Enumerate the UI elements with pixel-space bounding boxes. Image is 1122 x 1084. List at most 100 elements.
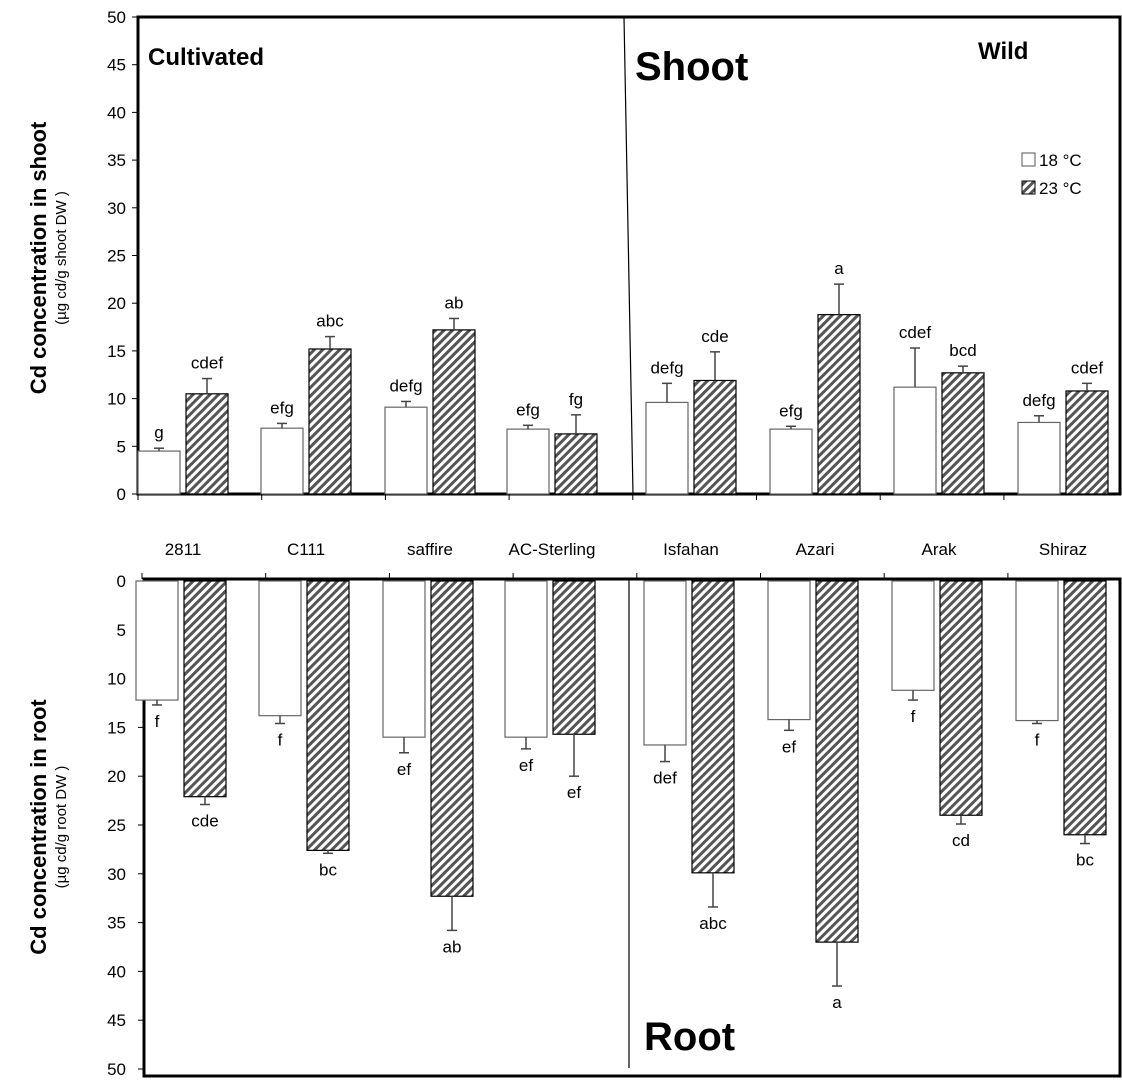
root-y-tick-label: 45: [107, 1011, 126, 1030]
shoot-y-tick-label: 30: [107, 199, 126, 218]
root-bar-23c-shiraz: [1063, 580, 1107, 836]
shoot-y-tick-label: 25: [107, 247, 126, 266]
shoot-sig-label-18c-c111: efg: [270, 398, 294, 417]
shoot-bar-18c-shiraz: [1017, 421, 1061, 495]
legend-swatch-18c: [1021, 152, 1036, 167]
category-label-arak: Arak: [922, 540, 957, 559]
root-sig-label-23c-2811: cde: [191, 812, 218, 831]
root-bar-23c-isfahan: [691, 580, 735, 874]
root-bar-23c-2811: [183, 580, 227, 798]
shoot-sig-label-18c-arak: cdef: [899, 323, 931, 342]
root-y-tick-label: 10: [107, 670, 126, 689]
legend: 18 °C 23 °C: [1021, 151, 1082, 198]
root-bar-18c-ac-sterling: [504, 580, 548, 738]
shoot-group-label-cultivated: Cultivated: [148, 44, 264, 71]
root-sig-label-18c-saffire: ef: [397, 760, 411, 779]
root-sig-label-23c-saffire: ab: [443, 937, 462, 956]
root-bar-18c-azari: [767, 580, 811, 721]
shoot-y-axis-subtitle: (µg cd/g shoot DW ): [53, 191, 70, 325]
root-bar-23c-saffire: [430, 580, 474, 897]
root-bar-18c-2811: [135, 580, 179, 701]
shoot-y-tick-label: 10: [107, 390, 126, 409]
root-bar-18c-isfahan: [643, 580, 687, 746]
root-sig-label-18c-azari: ef: [782, 737, 796, 756]
root-sig-label-23c-azari: a: [832, 993, 842, 1012]
root-bar-23c-arak: [939, 580, 983, 816]
root-sig-label-23c-arak: cd: [952, 831, 970, 850]
root-y-axis-subtitle: (µg cd/g root DW ): [53, 766, 70, 889]
root-y-tick-label: 0: [117, 572, 126, 591]
category-labels: 2811 C111 saffire AC-Sterling Isfahan Azari Ar…: [137, 494, 1087, 579]
root-bar-18c-saffire: [382, 580, 426, 738]
legend-label-23c: 23 °C: [1039, 179, 1082, 198]
shoot-y-tick-label: 35: [107, 151, 126, 170]
shoot-sig-label-23c-2811: cdef: [191, 354, 223, 373]
category-label-2811: 2811: [165, 540, 202, 559]
root-bar-18c-shiraz: [1015, 580, 1059, 722]
root-bar-23c-ac-sterling: [552, 580, 596, 735]
root-panel-title: Root: [644, 1015, 735, 1059]
shoot-bar-18c-saffire: [384, 406, 428, 495]
shoot-sig-label-23c-isfahan: cde: [701, 327, 728, 346]
root-sig-label-18c-shiraz: f: [1035, 730, 1040, 749]
root-sig-label-23c-shiraz: bc: [1076, 851, 1094, 870]
root-y-tick-label: 30: [107, 865, 126, 884]
category-label-shiraz: Shiraz: [1039, 540, 1087, 559]
shoot-sig-label-23c-saffire: ab: [445, 293, 464, 312]
category-label-azari: Azari: [796, 540, 835, 559]
root-bars: f f ef ef def ef f f cde bc ab ef abc a cd bc: [135, 580, 1107, 1012]
shoot-y-tick-label: 15: [107, 342, 126, 361]
shoot-y-tick-label: 45: [107, 56, 126, 75]
shoot-bar-23c-isfahan: [693, 379, 737, 495]
shoot-y-tick-label: 0: [117, 485, 126, 504]
shoot-y-tick-label: 20: [107, 294, 126, 313]
root-y-tick-label: 25: [107, 816, 126, 835]
root-bar-23c-azari: [815, 580, 859, 943]
shoot-y-axis-label: Cd concentration in shoot (µg cd/g shoot…: [26, 121, 70, 394]
shoot-y-tick-label: 5: [117, 437, 126, 456]
root-bar-18c-arak: [891, 580, 935, 691]
root-sig-label-23c-isfahan: abc: [699, 914, 727, 933]
shoot-bar-23c-saffire: [432, 329, 476, 495]
root-bar-23c-c111: [306, 580, 350, 851]
shoot-sig-label-18c-saffire: defg: [389, 376, 422, 395]
shoot-bar-18c-azari: [769, 428, 813, 495]
root-sig-label-18c-arak: f: [911, 707, 916, 726]
root-y-tick-label: 15: [107, 718, 126, 737]
root-sig-label-18c-isfahan: def: [653, 769, 677, 788]
shoot-bar-23c-azari: [817, 314, 861, 495]
shoot-bar-18c-arak: [893, 386, 937, 495]
root-sig-label-18c-2811: f: [155, 712, 160, 731]
legend-label-18c: 18 °C: [1039, 151, 1082, 170]
shoot-bar-18c-isfahan: [645, 401, 689, 495]
root-y-tick-label: 5: [117, 621, 126, 640]
category-label-isfahan: Isfahan: [663, 540, 719, 559]
root-y-tick-label: 40: [107, 962, 126, 981]
shoot-y-axis: 0 5 10 15 20 25 30 35 40 45 50: [107, 8, 138, 504]
root-sig-label-23c-ac-sterling: ef: [567, 783, 581, 802]
root-sig-label-18c-c111: f: [278, 730, 283, 749]
legend-swatch-23c: [1021, 180, 1036, 195]
root-plot-frame: [142, 577, 1122, 1078]
shoot-sig-label-18c-azari: efg: [779, 401, 803, 420]
root-bar-18c-c111: [258, 580, 302, 717]
shoot-panel: 0 5 10 15 20 25 30 35 40 45 50 g efg defg efg defg efg c…: [26, 8, 1122, 504]
shoot-bar-23c-c111: [308, 348, 352, 495]
shoot-y-tick-label: 50: [107, 8, 126, 27]
shoot-sig-label-23c-arak: bcd: [949, 341, 976, 360]
root-panel: 0 5 10 15 20 25 30 35 40 45 50 f f ef ef def ef f f cde bc a…: [26, 572, 1122, 1079]
root-y-tick-label: 50: [107, 1060, 126, 1079]
shoot-bar-18c-c111: [260, 427, 304, 495]
shoot-sig-label-18c-2811: g: [154, 423, 163, 442]
shoot-bar-23c-2811: [185, 393, 229, 495]
shoot-bar-23c-shiraz: [1065, 390, 1109, 495]
root-y-tick-label: 20: [107, 767, 126, 786]
shoot-y-tick-label: 40: [107, 103, 126, 122]
shoot-sig-label-18c-shiraz: defg: [1022, 391, 1055, 410]
shoot-bar-23c-arak: [941, 372, 985, 495]
category-label-saffire: saffire: [407, 540, 453, 559]
root-y-axis-title: Cd concentration in root: [26, 699, 51, 955]
shoot-bar-18c-ac-sterling: [506, 428, 550, 495]
shoot-sig-label-18c-isfahan: defg: [650, 358, 683, 377]
